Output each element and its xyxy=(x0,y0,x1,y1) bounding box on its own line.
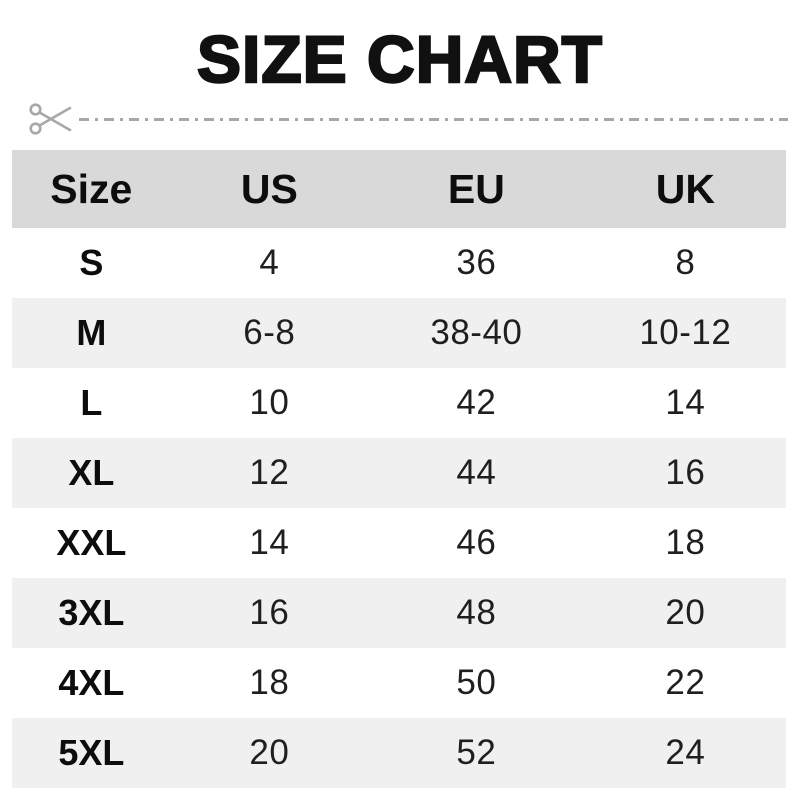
table-header-row: Size US EU UK xyxy=(12,150,786,228)
us-cell: 20 xyxy=(249,733,290,772)
us-cell: 10 xyxy=(249,383,290,422)
header-cell-us: US xyxy=(240,165,298,212)
uk-cell: 10-12 xyxy=(639,313,732,352)
size-cell: XXL xyxy=(56,522,127,563)
size-cell: L xyxy=(80,382,103,423)
table-row-xl: XL 12 44 16 xyxy=(12,438,786,508)
size-table: Size US EU UK S 4 36 8 M 6-8 38-40 10-12… xyxy=(12,150,786,788)
table-row-3xl: 3XL 16 48 20 xyxy=(12,578,786,648)
page-title: SIZE CHART xyxy=(196,22,603,96)
eu-cell: 46 xyxy=(456,523,497,562)
uk-cell: 18 xyxy=(665,523,706,562)
size-cell: M xyxy=(76,312,107,353)
uk-cell: 16 xyxy=(665,453,706,492)
us-cell: 4 xyxy=(259,243,280,282)
eu-cell: 38-40 xyxy=(430,313,523,352)
table-row-m: M 6-8 38-40 10-12 xyxy=(12,298,786,368)
size-cell: XL xyxy=(68,452,115,493)
eu-cell: 44 xyxy=(456,453,497,492)
cut-line xyxy=(28,100,788,138)
header-cell-size: Size xyxy=(50,165,133,212)
size-cell: 5XL xyxy=(58,732,125,773)
header-cell-uk: UK xyxy=(655,165,715,212)
table-row-4xl: 4XL 18 50 22 xyxy=(12,648,786,718)
header-cell-eu: EU xyxy=(447,165,505,212)
eu-cell: 36 xyxy=(456,243,497,282)
table-row-l: L 10 42 14 xyxy=(12,368,786,438)
eu-cell: 50 xyxy=(456,663,497,702)
eu-cell: 42 xyxy=(456,383,497,422)
us-cell: 12 xyxy=(249,453,290,492)
uk-cell: 22 xyxy=(665,663,706,702)
eu-cell: 52 xyxy=(456,733,497,772)
uk-cell: 24 xyxy=(665,733,706,772)
table-row-5xl: 5XL 20 52 24 xyxy=(12,718,786,788)
uk-cell: 14 xyxy=(665,383,706,422)
scissors-icon xyxy=(29,103,72,135)
table-row-s: S 4 36 8 xyxy=(12,228,786,298)
size-cell: 3XL xyxy=(58,592,125,633)
us-cell: 16 xyxy=(249,593,290,632)
uk-cell: 20 xyxy=(665,593,706,632)
us-cell: 18 xyxy=(249,663,290,702)
eu-cell: 48 xyxy=(456,593,497,632)
size-cell: 4XL xyxy=(58,662,125,703)
table-row-xxl: XXL 14 46 18 xyxy=(12,508,786,578)
size-cell: S xyxy=(79,242,104,283)
dash-dot-line xyxy=(79,117,788,121)
us-cell: 6-8 xyxy=(243,313,296,352)
uk-cell: 8 xyxy=(675,243,696,282)
us-cell: 14 xyxy=(249,523,290,562)
